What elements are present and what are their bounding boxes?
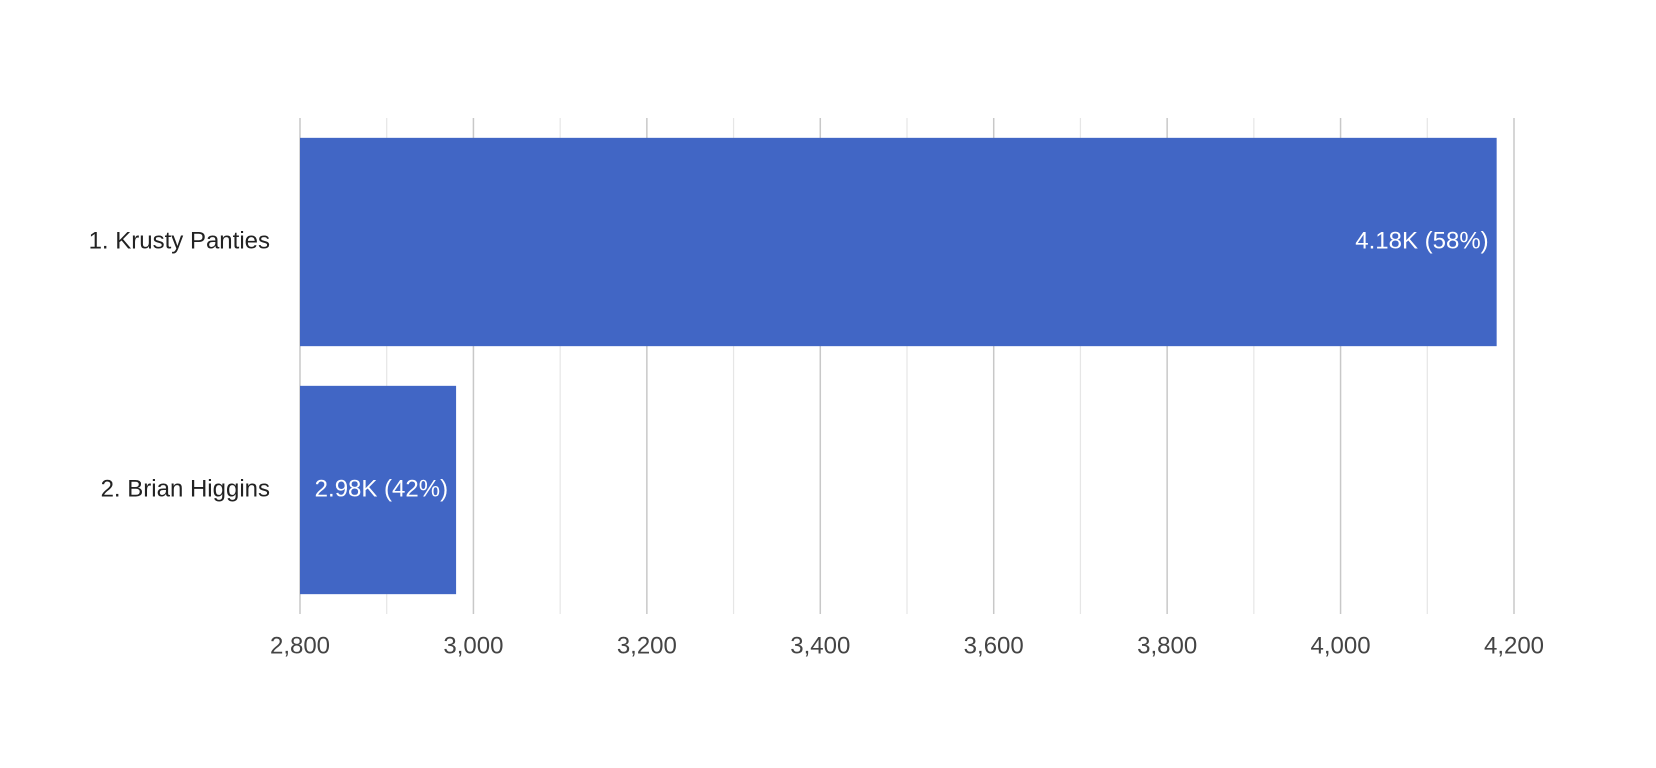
x-tick-label: 4,000	[1311, 632, 1371, 659]
value-label: 4.18K (58%)	[1355, 227, 1488, 254]
category-label: 1. Krusty Panties	[89, 227, 270, 254]
bar	[300, 385, 457, 595]
x-tick-label: 3,600	[964, 632, 1024, 659]
category-label: 2. Brian Higgins	[101, 475, 270, 502]
x-tick-label: 3,200	[617, 632, 677, 659]
x-tick-label: 4,200	[1484, 632, 1544, 659]
value-label: 2.98K (42%)	[315, 475, 448, 502]
x-tick-label: 2,800	[270, 632, 330, 659]
x-tick-label: 3,400	[790, 632, 850, 659]
x-tick-label: 3,800	[1137, 632, 1197, 659]
x-tick-label: 3,000	[443, 632, 503, 659]
bar	[300, 137, 1497, 347]
